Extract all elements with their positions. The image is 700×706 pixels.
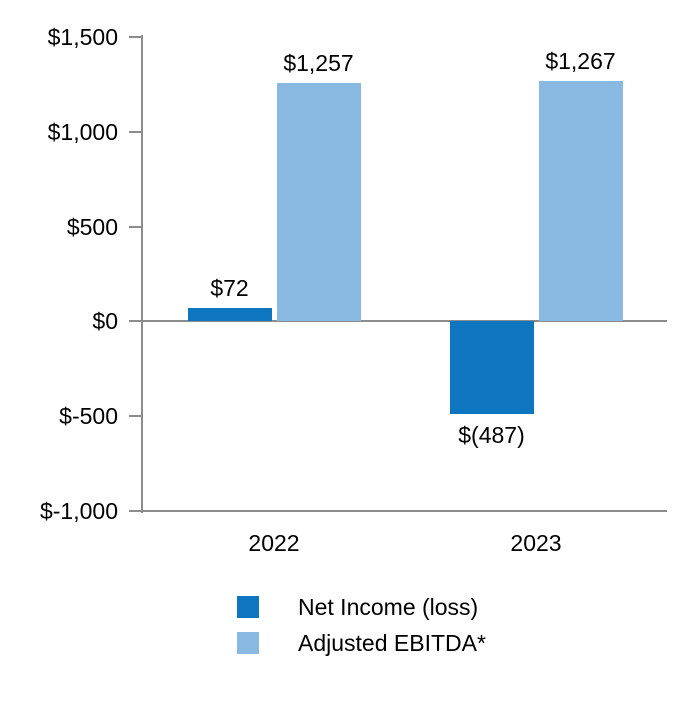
y-axis-tick-label: $-1,000	[39, 498, 118, 524]
y-axis-line	[141, 35, 143, 513]
legend-item-adjusted-ebitda: Adjusted EBITDA*	[237, 630, 486, 656]
legend: Net Income (loss) Adjusted EBITDA*	[237, 594, 486, 668]
plot-area: $1,500 $1,000 $500 $0 $-500 $-1,000 $72 $1,257 2…	[40, 24, 667, 556]
y-axis-tick	[129, 225, 141, 228]
legend-label-adjusted-ebitda: Adjusted EBITDA*	[298, 630, 486, 656]
bar-value-label: $1,257	[283, 50, 354, 77]
y-axis-tick	[129, 36, 141, 38]
y-axis-tick	[129, 130, 141, 133]
bar-2022-adjusted-ebitda	[276, 83, 361, 322]
legend-label-net-income: Net Income (loss)	[298, 594, 479, 620]
legend-item-net-income: Net Income (loss)	[237, 594, 486, 620]
x-axis-category-label: 2022	[248, 530, 300, 556]
bar-2023-net-income	[449, 321, 534, 414]
bar-value-label: $(487)	[458, 421, 525, 448]
y-axis-tick-label: $1,000	[47, 118, 118, 145]
y-axis-tick-label: $-500	[59, 403, 118, 430]
y-axis-tick-label: $500	[66, 213, 118, 240]
bar-value-label: $1,267	[545, 48, 616, 75]
bar-value-label: $72	[210, 274, 249, 301]
zero-baseline	[129, 320, 667, 323]
x-axis-category-label: 2023	[510, 530, 562, 556]
y-axis-tick	[129, 415, 141, 418]
bar-2022-net-income	[187, 307, 272, 322]
y-axis-tick-label: $0	[92, 308, 118, 335]
adjusted-ebitda-swatch-icon	[237, 632, 259, 654]
x-axis-line	[129, 510, 667, 512]
net-income-swatch-icon	[237, 596, 259, 618]
y-axis-tick-label: $1,500	[47, 24, 118, 50]
bar-2023-adjusted-ebitda	[538, 81, 623, 322]
